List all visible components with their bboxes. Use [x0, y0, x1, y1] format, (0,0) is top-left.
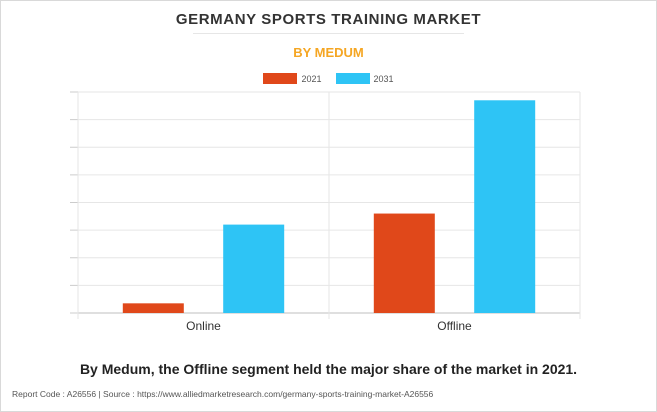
bar-2021-online	[122, 303, 184, 313]
legend-item-2021[interactable]: 2021	[263, 73, 322, 84]
bar-2021-offline	[373, 213, 435, 313]
bar-2031-offline	[474, 100, 536, 313]
chart-subtitle: BY MEDUM	[293, 45, 364, 60]
legend-swatch-2031	[335, 73, 370, 84]
chart-title: GERMANY SPORTS TRAINING MARKET	[175, 11, 482, 28]
chart-caption: By Medum, the Offline segment held the m…	[79, 361, 578, 377]
legend-label-2031: 2031	[373, 73, 394, 84]
legend: 2021 2031	[0, 73, 657, 84]
bar-2031-online	[223, 224, 285, 313]
legend-item-2031[interactable]: 2031	[335, 73, 394, 84]
legend-label-2021: 2021	[301, 73, 322, 84]
source-footer: Report Code : A26556 | Source : https://…	[12, 389, 434, 399]
legend-swatch-2021	[263, 73, 298, 84]
x-tick-label: Online	[186, 319, 221, 333]
title-divider	[193, 33, 464, 34]
x-tick-label: Offline	[437, 319, 472, 333]
